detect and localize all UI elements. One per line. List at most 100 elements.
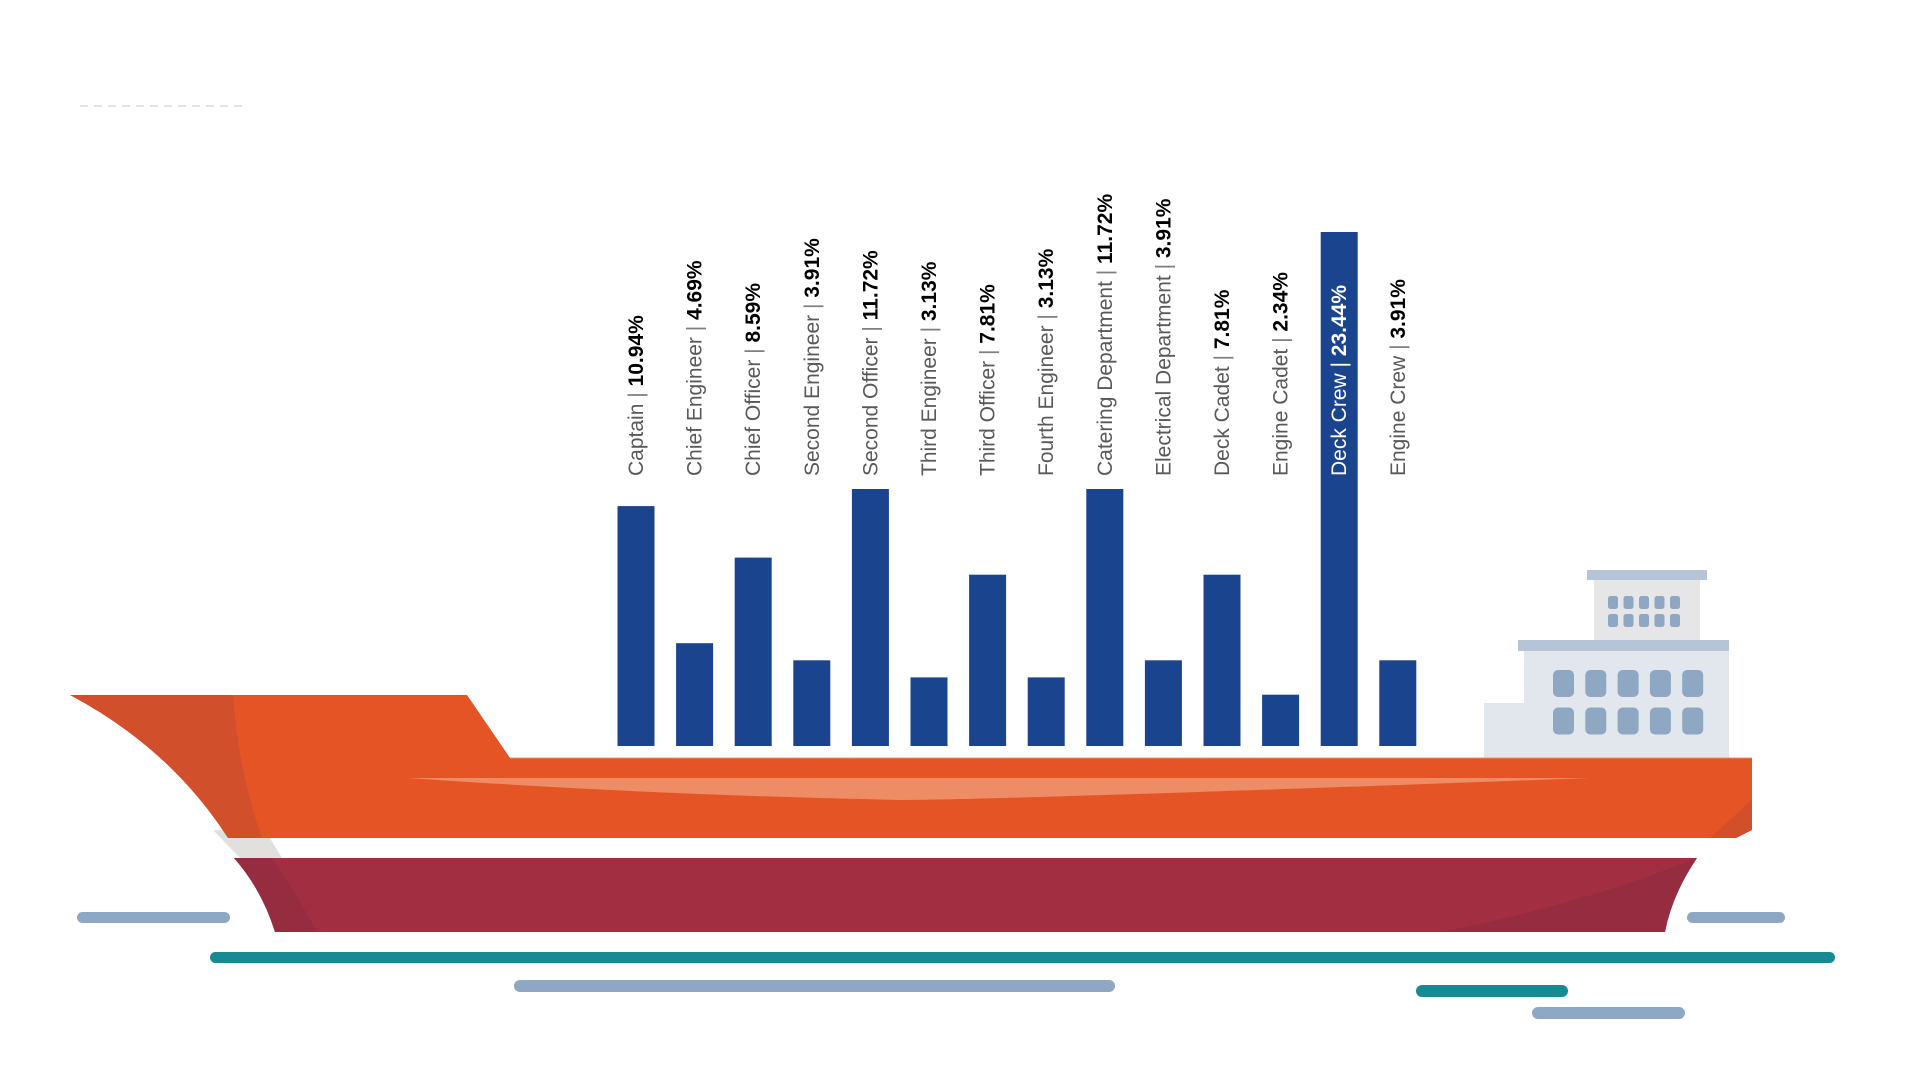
window-icon [1639,596,1649,609]
bar-chief-officer [734,557,772,746]
label-separator: | [742,343,765,360]
bar-deck-cadet [1203,574,1241,746]
value-label: 4.69% [684,260,707,320]
bar-second-engineer [793,660,831,746]
window-icon [1639,614,1649,627]
bar-chief-engineer [676,643,714,746]
bar-label: Electrical Department | 3.91% [1152,198,1175,476]
value-label: 7.81% [1211,289,1234,349]
label-separator: | [977,344,1000,361]
hull-lower-stern-shade [1440,858,1697,932]
water-line [1687,912,1785,923]
bar-label: Engine Crew | 3.91% [1387,279,1410,476]
window-icon [1623,596,1634,609]
bar-captain [617,506,655,746]
window-icon [1585,707,1607,735]
label-separator: | [684,320,707,337]
window-icon [1649,670,1671,697]
category-label: Deck Crew [1328,372,1351,476]
bar-label: Catering Department | 11.72% [1094,194,1117,476]
value-label: 3.91% [1152,198,1175,258]
label-separator: | [801,298,824,315]
window-icon [1649,707,1671,735]
bar-label: Second Engineer | 3.91% [801,238,824,476]
label-separator: | [1152,258,1175,275]
bars [617,232,1417,746]
window-icon [1670,596,1680,609]
bar-label: Deck Cadet | 7.81% [1211,289,1234,476]
lower-deckhouse-step [1484,703,1534,764]
category-label: Engine Crew [1387,355,1410,476]
upper-roof [1587,570,1707,580]
value-label: 3.13% [918,261,941,321]
category-label: Second Engineer [801,315,824,476]
bar-label: Third Officer | 7.81% [977,284,1000,476]
hull-lower [234,858,1697,932]
lower-deckhouse [1524,646,1729,764]
window-icon [1617,670,1639,697]
value-label: 23.44% [1328,285,1351,357]
label-separator: | [1094,264,1117,281]
hull-lower-bow-shade [234,858,317,932]
value-label: 11.72% [1094,194,1117,264]
label-separator: | [1035,308,1058,325]
hull-white-stripe [228,838,1720,858]
label-separator: | [859,320,882,337]
value-label: 2.34% [1270,272,1293,332]
bar-engine-cadet [1262,694,1300,746]
bar-engine-crew [1379,660,1417,746]
window-icon [1682,707,1704,735]
value-label: 3.91% [801,238,824,298]
value-label: 3.91% [1387,279,1410,339]
large-windows [1553,670,1704,735]
bar-label: Second Officer | 11.72% [859,250,882,476]
category-label: Deck Cadet [1211,366,1234,476]
water-line [514,980,1115,992]
value-label: 8.59% [742,283,765,343]
label-separator: | [625,386,648,403]
bar-third-officer [969,574,1007,746]
window-icon [1608,614,1618,627]
bar-label: Deck Crew | 23.44% [1328,285,1351,476]
ship-superstructure [1484,570,1729,764]
water-line [210,952,1835,963]
window-icon [1608,596,1618,609]
label-separator: | [1328,356,1351,373]
category-label: Chief Officer [742,360,765,476]
window-icon [1654,614,1665,627]
small-windows [1608,596,1680,627]
window-icon [1553,670,1574,697]
hull-upper-stern-shade [1710,800,1752,838]
window-icon [1682,670,1704,697]
window-icon [1585,670,1607,697]
hull-highlight [408,778,1590,800]
hull-upper [70,695,1752,838]
bar-label: Third Engineer | 3.13% [918,261,941,476]
value-label: 11.72% [859,250,882,320]
water-lines [77,912,1835,1019]
ship-hull [70,695,1752,932]
label-separator: | [1270,332,1293,349]
category-label: Catering Department [1094,281,1117,476]
bar-label: Chief Engineer | 4.69% [684,260,707,476]
bar-deck-crew [1320,232,1358,746]
category-label: Third Engineer [918,338,941,476]
bar-labels: Captain | 10.94% Chief Engineer | 4.69% Ch… [625,194,1410,476]
window-icon [1654,596,1665,609]
bar-second-officer [851,489,889,746]
category-label: Fourth Engineer [1035,325,1058,476]
value-label: 3.13% [1035,248,1058,308]
hull-upper-bow-shade [70,695,262,838]
label-separator: | [1211,349,1234,366]
category-label: Third Officer [977,361,1000,476]
bar-electrical-department [1144,660,1182,746]
category-label: Second Officer [859,337,882,476]
window-icon [1623,614,1634,627]
water-line [1416,985,1568,997]
value-label: 10.94% [625,315,648,387]
category-label: Captain [625,404,648,476]
bar-label: Captain | 10.94% [625,315,648,476]
water-line [77,912,230,923]
bar-catering-department [1086,489,1124,746]
